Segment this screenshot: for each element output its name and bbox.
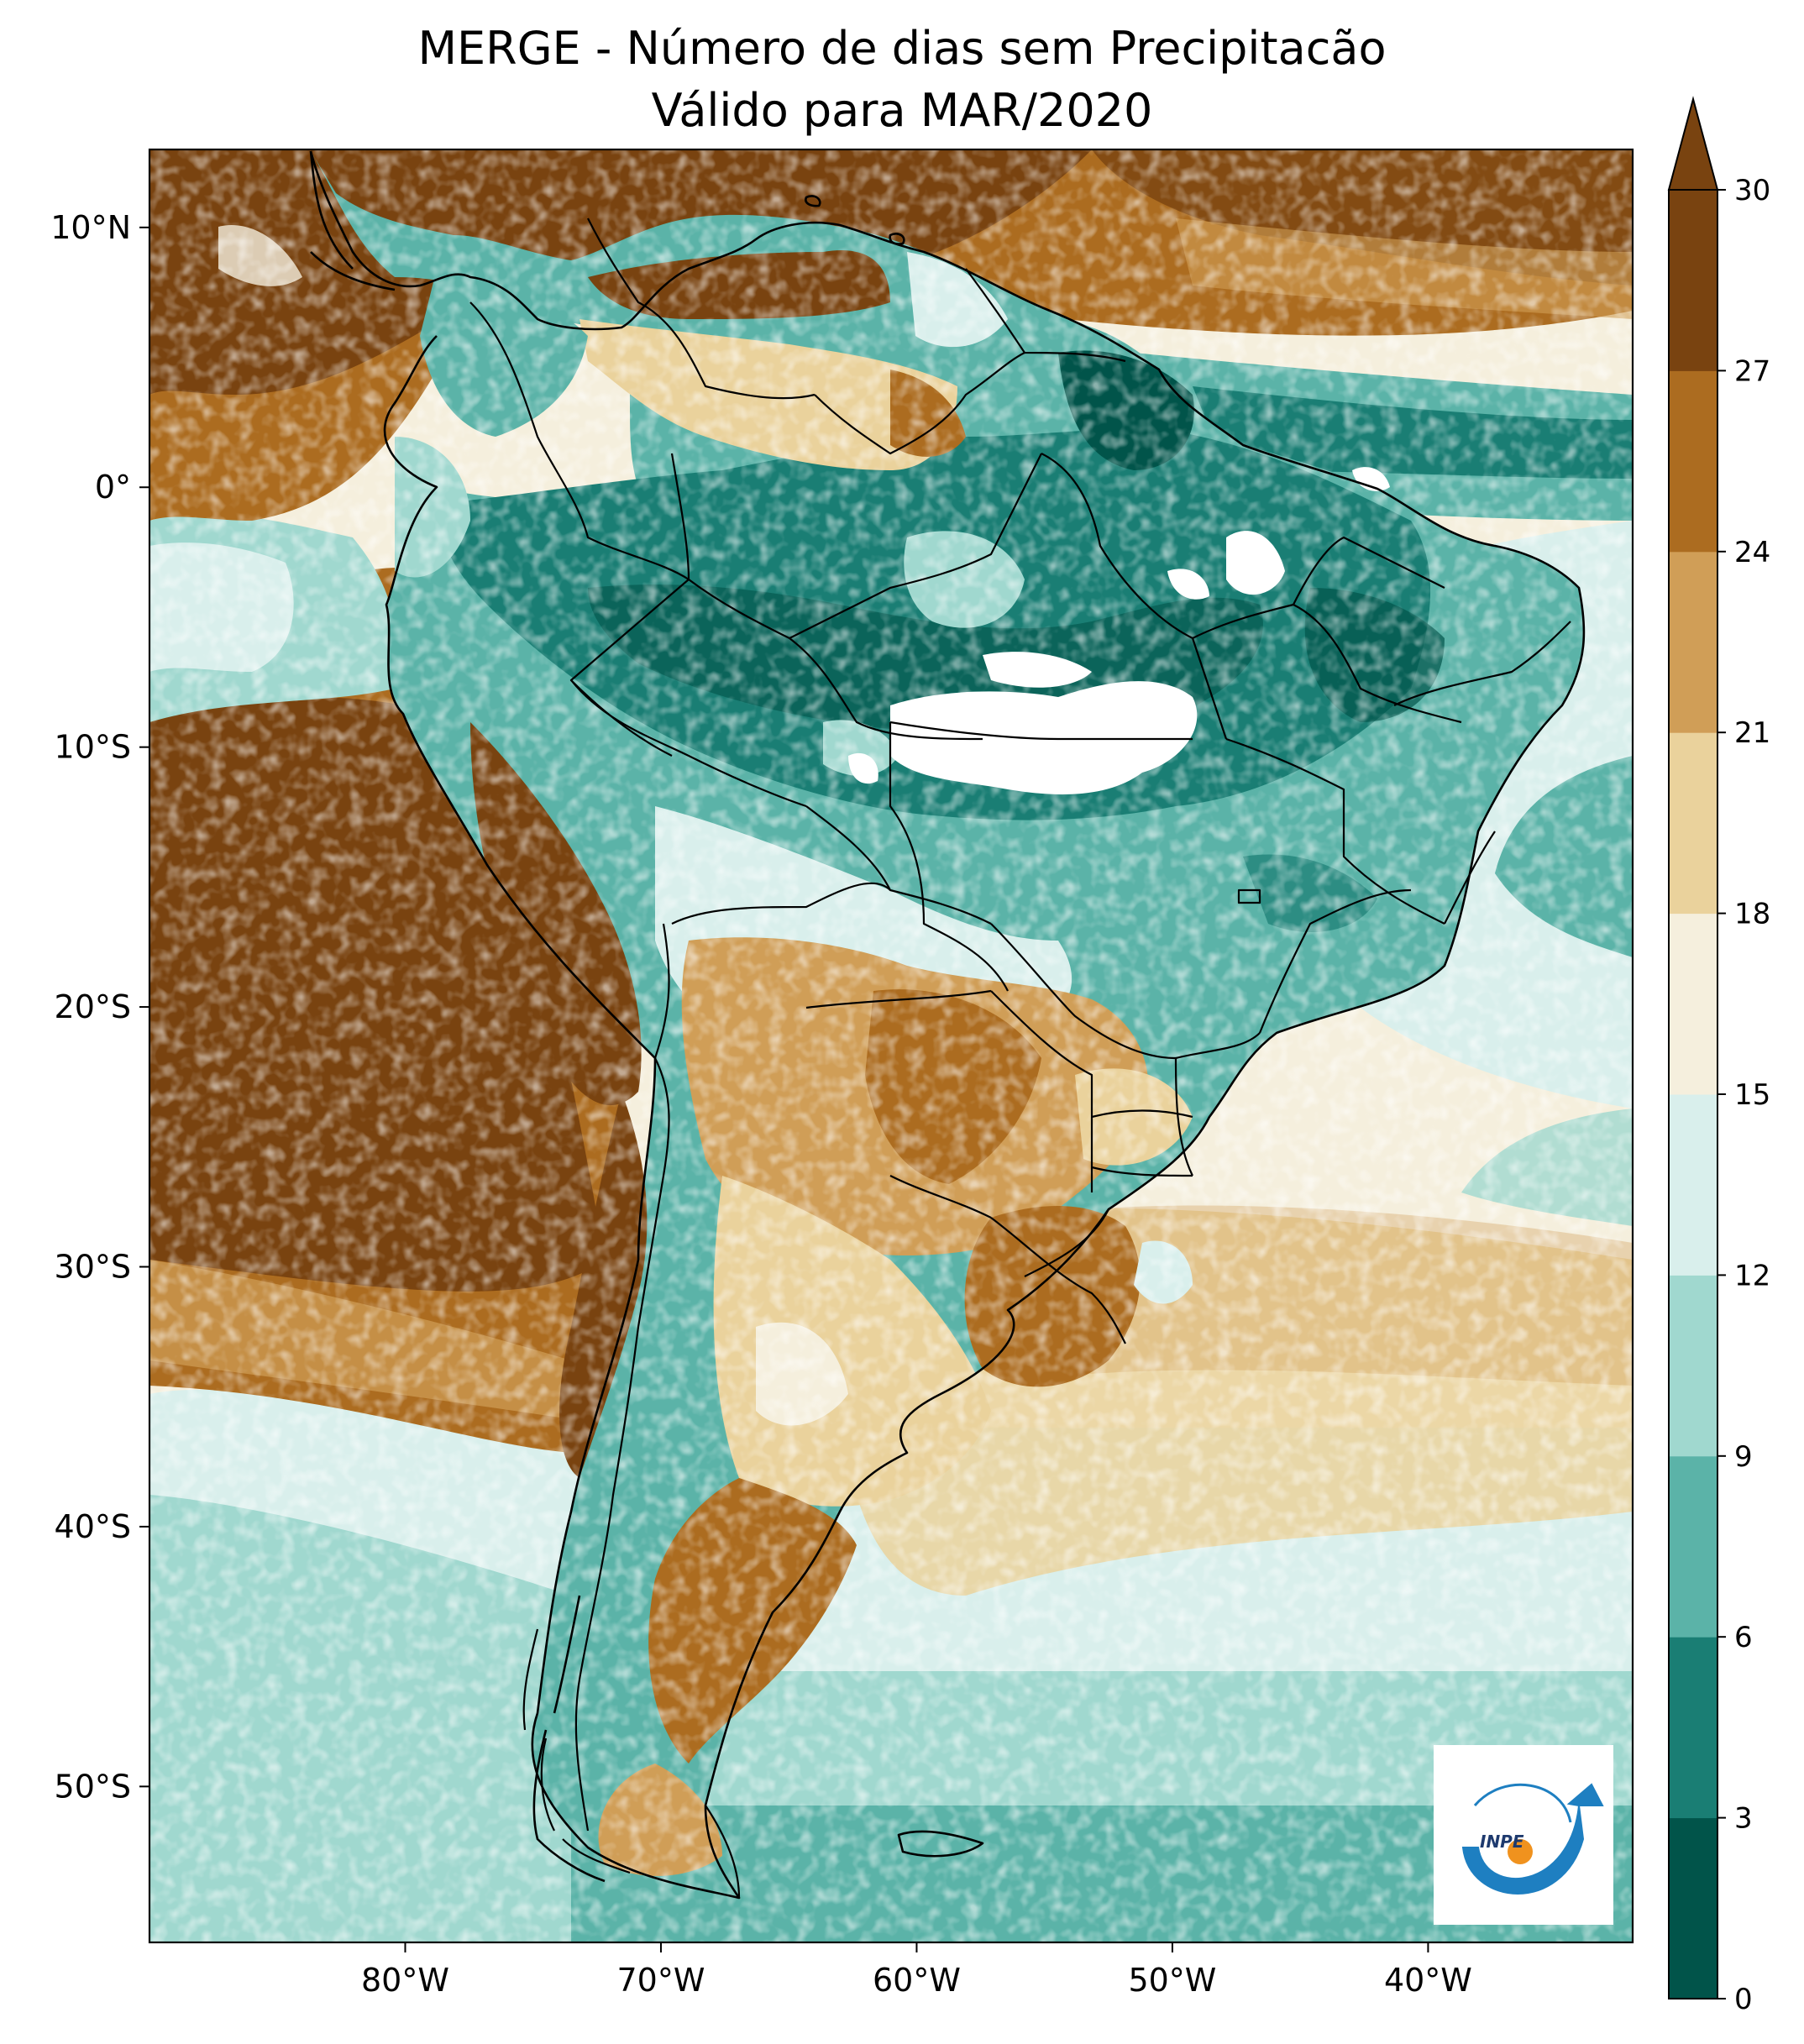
- colorbar-label: 6: [1734, 1621, 1753, 1654]
- colorbar-segment: [1669, 1817, 1717, 1999]
- lon-tick-label: 70°W: [616, 1962, 705, 1999]
- colorbar-segment: [1669, 190, 1717, 371]
- logo-text: INPE: [1480, 1832, 1524, 1852]
- lon-tick-label: 80°W: [361, 1962, 449, 1999]
- lat-tick-label: 10°N: [50, 209, 131, 246]
- lon-tick-label: 50°W: [1128, 1962, 1216, 1999]
- colorbar-segment: [1669, 551, 1717, 733]
- colorbar-label: 21: [1734, 716, 1770, 750]
- lat-tick-label: 30°S: [55, 1249, 131, 1286]
- colorbar-segment: [1669, 1094, 1717, 1276]
- colorbar-segment: [1669, 370, 1717, 553]
- logo-dot-icon: [1508, 1839, 1533, 1864]
- plot-frame: [148, 148, 1634, 1944]
- colorbar-label: 24: [1734, 536, 1770, 569]
- colorbar-label: 30: [1734, 174, 1770, 207]
- lat-tick-label: 40°S: [55, 1508, 131, 1545]
- coastline-layer: [309, 150, 1586, 1900]
- inpe-logo: INPE: [1434, 1745, 1613, 1925]
- lat-tick-label: 10°S: [55, 729, 131, 766]
- colorbar-segment: [1669, 732, 1717, 915]
- longitude-axis: 80°W 70°W 60°W 50°W 40°W: [361, 1942, 1472, 1999]
- colorbar-segment: [1669, 1275, 1717, 1457]
- colorbar-label: 18: [1734, 898, 1770, 931]
- lon-tick-label: 60°W: [873, 1962, 961, 1999]
- map-title: MERGE - Número de dias sem Precipitacão: [417, 22, 1387, 75]
- colorbar-segment: [1669, 1637, 1717, 1819]
- colorbar-label: 12: [1734, 1259, 1770, 1292]
- map-subtitle: Válido para MAR/2020: [651, 84, 1153, 137]
- lon-tick-label: 40°W: [1384, 1962, 1472, 1999]
- colorbar-label: 0: [1734, 1983, 1753, 2016]
- colorbar-label: 27: [1734, 354, 1770, 388]
- colorbar-segment: [1669, 1455, 1717, 1638]
- latitude-axis: 10°N 0° 10°S 20°S 30°S 40°S 50°S: [50, 209, 149, 1805]
- colorbar-label: 9: [1734, 1440, 1753, 1474]
- colorbar-label: 15: [1734, 1078, 1770, 1112]
- colorbar-extend-arrow: [1667, 96, 1719, 191]
- colorbar: 0 3 6 9 12 15 18 21 24 27 30: [1667, 96, 1770, 2016]
- country-borders: [469, 218, 1571, 1899]
- precipitation-field: [149, 149, 1633, 1942]
- colorbar-segment: [1669, 913, 1717, 1095]
- lat-tick-label: 50°S: [55, 1768, 131, 1805]
- lat-tick-label: 20°S: [55, 988, 131, 1025]
- colorbar-label: 3: [1734, 1802, 1753, 1836]
- lat-tick-label: 0°: [95, 469, 131, 506]
